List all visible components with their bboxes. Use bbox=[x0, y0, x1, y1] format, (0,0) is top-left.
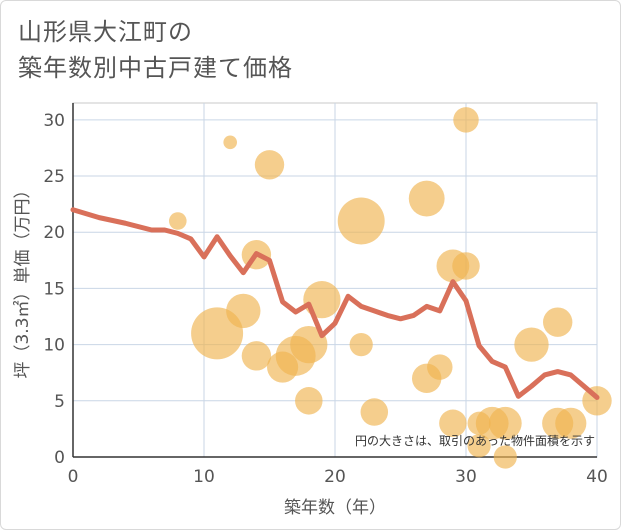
y-axis-ticks: 0 5 10 15 20 25 30 bbox=[43, 111, 65, 468]
bubble-point bbox=[241, 341, 272, 371]
x-tick-label: 30 bbox=[455, 467, 477, 487]
x-tick-label: 20 bbox=[324, 467, 346, 487]
bubble-point bbox=[303, 281, 341, 319]
chart-title-line-2: 築年数別中古戸建て価格 bbox=[18, 54, 293, 82]
bubble-point bbox=[555, 407, 587, 439]
bubble-point bbox=[408, 180, 445, 217]
chart-title: 山形県大江町の 築年数別中古戸建て価格 bbox=[18, 14, 293, 86]
bubble-point bbox=[290, 325, 328, 364]
bubble-point bbox=[337, 197, 385, 245]
x-axis-label: 築年数（年） bbox=[284, 498, 386, 518]
bubble-point bbox=[543, 307, 573, 337]
x-tick-label: 40 bbox=[586, 467, 608, 487]
x-tick-label: 10 bbox=[193, 467, 215, 487]
y-tick-label: 0 bbox=[54, 448, 65, 468]
bubble-point bbox=[467, 434, 491, 458]
y-tick-label: 5 bbox=[54, 392, 65, 412]
bubble-point bbox=[226, 293, 261, 329]
bubble-point bbox=[488, 406, 522, 440]
bubble-point bbox=[493, 445, 517, 469]
y-axis-label: 坪（3.3㎡）単価（万円） bbox=[13, 181, 33, 378]
y-tick-label: 30 bbox=[43, 111, 65, 131]
bubble-point bbox=[223, 135, 237, 150]
bubble-point bbox=[427, 354, 453, 380]
bubble-point bbox=[439, 409, 467, 438]
y-tick-label: 20 bbox=[43, 223, 65, 243]
y-tick-label: 25 bbox=[43, 167, 65, 187]
size-annotation: 円の大きさは、取引のあった物件面積を示す bbox=[355, 433, 595, 448]
y-tick-label: 15 bbox=[43, 279, 65, 299]
bubble-point bbox=[452, 252, 480, 280]
y-tick-label: 10 bbox=[43, 336, 65, 356]
bubble-point bbox=[453, 107, 479, 133]
bubble-point bbox=[514, 327, 549, 362]
bubble-point bbox=[254, 150, 285, 180]
bubble-point bbox=[360, 398, 389, 426]
bubble-point bbox=[295, 387, 323, 415]
bubble-point bbox=[349, 333, 373, 357]
trend-line bbox=[70, 207, 600, 400]
x-tick-label: 0 bbox=[68, 467, 79, 487]
x-axis-ticks: 0 10 20 30 40 bbox=[68, 467, 608, 487]
chart-title-line-1: 山形県大江町の bbox=[18, 18, 193, 46]
bubble-series bbox=[169, 107, 612, 469]
bubble-point bbox=[169, 212, 187, 230]
